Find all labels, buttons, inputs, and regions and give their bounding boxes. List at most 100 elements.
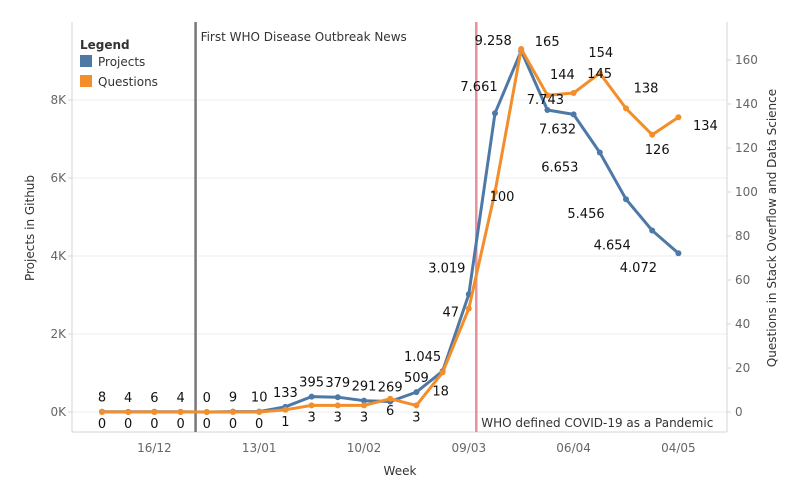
right-tick-label: 80 — [735, 229, 750, 243]
data-point-projects — [675, 250, 682, 257]
data-label-questions: 3 — [334, 410, 342, 425]
data-label-questions: 138 — [634, 81, 659, 96]
data-label-questions: 18 — [432, 384, 449, 399]
right-tick-label: 0 — [735, 405, 743, 419]
data-label-projects: 509 — [404, 371, 429, 386]
data-label-projects: 4 — [176, 391, 184, 406]
data-label-questions: 3 — [412, 410, 420, 425]
data-point-questions — [308, 402, 315, 409]
data-point-questions — [570, 90, 577, 96]
data-label-projects: 7.743 — [527, 93, 564, 108]
right-tick-label: 40 — [735, 317, 750, 331]
x-tick-label: 13/01 — [242, 441, 277, 455]
data-label-questions: 0 — [255, 417, 263, 432]
data-point-projects — [570, 111, 577, 118]
data-point-questions — [413, 402, 420, 409]
right-tick-label: 140 — [735, 97, 758, 111]
legend-title: Legend — [80, 38, 130, 52]
data-label-projects: 133 — [273, 386, 298, 401]
x-tick-label: 09/03 — [452, 441, 487, 455]
data-point-questions — [623, 105, 629, 112]
data-point-questions — [518, 46, 525, 52]
data-point-questions — [361, 402, 367, 409]
data-point-questions — [334, 402, 341, 409]
data-label-projects: 0 — [203, 391, 211, 406]
data-label-questions: 0 — [124, 417, 132, 432]
legend-swatch-projects — [80, 55, 92, 67]
data-label-projects: 4 — [124, 391, 132, 406]
data-label-projects: 7.632 — [539, 122, 576, 137]
data-point-questions — [151, 409, 158, 415]
data-point-projects — [308, 393, 315, 400]
data-point-questions — [203, 409, 210, 415]
data-label-projects: 8 — [98, 391, 106, 406]
data-label-projects: 291 — [352, 380, 377, 395]
data-point-questions — [256, 409, 263, 415]
data-label-questions: 0 — [203, 417, 211, 432]
data-point-projects — [649, 227, 656, 234]
left-tick-label: 4K — [50, 249, 67, 263]
data-label-projects: 395 — [299, 376, 324, 391]
data-label-questions: 3 — [360, 410, 368, 425]
data-label-projects: 3.019 — [428, 261, 465, 276]
reference-label-who-outbreak: First WHO Disease Outbreak News — [201, 30, 407, 44]
right-tick-label: 120 — [735, 141, 758, 155]
data-label-questions: 0 — [150, 417, 158, 432]
data-label-questions: 100 — [490, 190, 515, 205]
data-label-projects: 7.661 — [460, 80, 497, 95]
data-label-questions: 0 — [176, 417, 184, 432]
data-point-questions — [439, 369, 446, 376]
data-point-questions — [544, 92, 551, 99]
data-point-questions — [649, 131, 656, 138]
data-point-questions — [596, 70, 603, 77]
x-tick-label: 04/05 — [661, 441, 696, 455]
data-label-projects: 6.653 — [541, 161, 578, 176]
data-label-questions: 47 — [443, 306, 460, 321]
left-tick-label: 0K — [50, 405, 67, 419]
data-label-projects: 379 — [325, 376, 350, 391]
data-point-projects — [334, 394, 341, 401]
data-label-questions: 0 — [229, 417, 237, 432]
x-tick-label: 06/04 — [556, 441, 591, 455]
data-label-projects: 6 — [150, 391, 158, 406]
data-point-questions — [125, 409, 132, 415]
left-tick-label: 8K — [50, 93, 67, 107]
right-tick-label: 160 — [735, 53, 758, 67]
data-label-projects: 1.045 — [404, 350, 441, 365]
data-point-questions — [282, 406, 289, 413]
data-label-projects: 269 — [378, 381, 403, 396]
data-label-questions: 126 — [645, 143, 670, 158]
data-label-projects: 10 — [251, 391, 268, 406]
series-line-questions — [102, 47, 680, 414]
data-point-questions — [465, 305, 472, 312]
x-axis-title: Week — [384, 464, 417, 478]
data-label-projects: 9.258 — [475, 34, 512, 49]
data-label-projects: 4.072 — [620, 261, 657, 276]
series-line-projects — [101, 49, 680, 414]
data-point-projects — [413, 389, 420, 396]
data-label-questions: 154 — [588, 46, 613, 61]
right-tick-label: 100 — [735, 185, 758, 199]
right-tick-label: 60 — [735, 273, 750, 287]
data-point-questions — [99, 409, 105, 415]
data-point-projects — [544, 107, 551, 114]
data-point-projects — [596, 149, 603, 156]
legend-label-questions: Questions — [98, 75, 158, 89]
data-label-questions: 3 — [307, 410, 315, 425]
left-axis-title: Projects in Github — [23, 175, 37, 281]
legend-swatch-questions — [80, 75, 92, 87]
data-label-questions: 0 — [98, 417, 106, 432]
data-point-projects — [623, 196, 629, 203]
data-label-questions: 134 — [693, 119, 718, 134]
data-point-questions — [387, 395, 394, 402]
data-point-questions — [230, 409, 236, 415]
data-label-projects: 9 — [229, 391, 237, 406]
data-label-projects: 4.654 — [594, 238, 631, 253]
data-point-questions — [492, 189, 498, 195]
legend-label-projects: Projects — [98, 55, 145, 69]
data-point-questions — [177, 409, 184, 415]
data-label-projects: 5.456 — [567, 207, 604, 222]
reference-label-pandemic: WHO defined COVID-19 as a Pandemic — [481, 416, 713, 430]
